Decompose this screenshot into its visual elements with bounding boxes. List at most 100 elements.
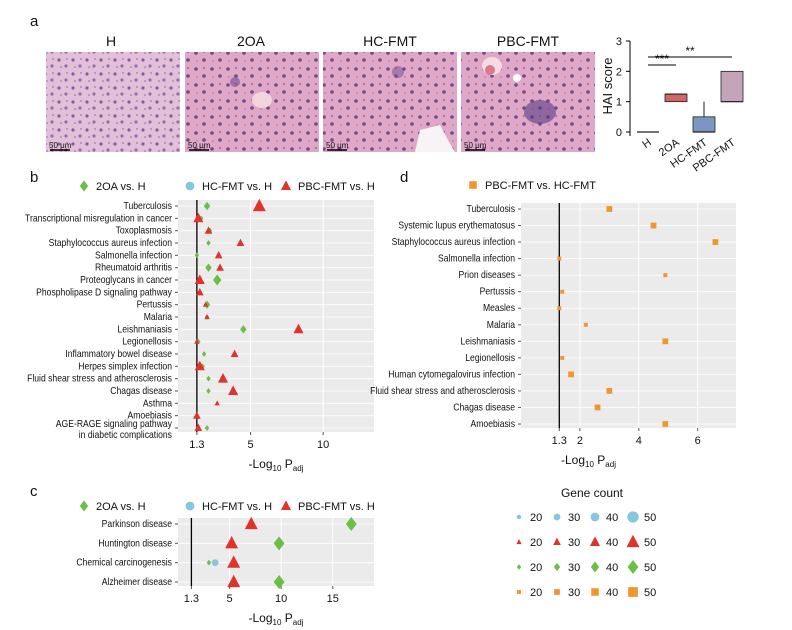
gene-count-marker [553, 513, 561, 521]
gene-count-label: 50 [644, 587, 656, 599]
category-label: Legionellosis [122, 336, 172, 348]
category-label: Fluid shear stress and atherosclerosis [27, 373, 172, 385]
gene-count-marker [553, 562, 561, 572]
gene-count-marker [516, 514, 522, 520]
x-tick-label: H [640, 137, 653, 151]
data-point [194, 338, 200, 344]
scale-bar-label: 50 μm [49, 141, 72, 150]
data-point [214, 400, 220, 406]
box-body [720, 70, 744, 103]
data-point [228, 385, 239, 395]
category-label: Fluid shear stress and atherosclerosis [370, 385, 515, 397]
data-point [230, 349, 239, 358]
data-point [227, 555, 241, 568]
legend-label: HC-FMT vs. H [202, 501, 272, 513]
category-label: Amoebiasis [471, 418, 516, 430]
box-body [664, 93, 688, 103]
category-label: Toxoplasmosis [116, 225, 173, 237]
x-tick-label: 2 [577, 435, 583, 447]
micrograph-2oa: 2OA 50 μm [185, 33, 319, 152]
x-axis-label-sub: adj [293, 618, 304, 627]
data-point [204, 425, 210, 431]
gene-count-label: 50 [644, 537, 656, 549]
micrograph-h: H 50 μm [46, 33, 180, 152]
plot-background [178, 518, 374, 586]
data-point [240, 325, 247, 334]
data-point [217, 372, 229, 383]
legend-marker [280, 500, 292, 510]
category-label: Tuberculosis [467, 203, 516, 215]
category-label: AGE-RAGE signaling pathway in diabetic co… [56, 418, 172, 441]
category-label: Leishmaniasis [460, 336, 515, 348]
gene-count-marker [589, 536, 601, 546]
category-label: Malaria [144, 311, 173, 323]
micrograph-title: HC-FMT [363, 33, 417, 49]
category-label: Alzheimer disease [102, 576, 172, 588]
panel-label-a: a [30, 13, 39, 30]
x-axis-label: -Log10 Padj [249, 611, 304, 627]
data-point [236, 238, 245, 247]
gene-count-label: 30 [568, 587, 580, 599]
gene-count-marker [516, 564, 522, 570]
gene-count-marker [590, 561, 600, 573]
series-1 [211, 559, 219, 567]
x-axis-label-main: -Log [561, 453, 585, 467]
gene-count-label: 30 [568, 537, 580, 549]
data-point [712, 239, 719, 245]
category-label: Measles [483, 302, 515, 314]
category-label: Chagas disease [110, 385, 172, 397]
x-tick-label: 10 [275, 593, 287, 605]
x-axis-label-sub: 10 [273, 618, 282, 627]
x-tick-label: 5 [227, 593, 233, 605]
category-label: Staphylococcus aureus infection [49, 237, 172, 249]
x-tick-label: 15 [327, 593, 339, 605]
legend-label: HC-FMT vs. H [202, 181, 272, 193]
x-tick-label: 1.3 [184, 593, 199, 605]
data-point [193, 212, 204, 223]
category-label: Salmonella infection [95, 250, 172, 262]
data-point [205, 263, 212, 272]
plot-background [178, 200, 374, 432]
panel-label-c: c [30, 483, 38, 500]
significance-label: *** [655, 52, 669, 66]
gene-count-legend: Gene count 20 30 40 50 20 30 40 50 20 30 40 50 20 30 40… [516, 486, 656, 599]
data-point [201, 351, 207, 357]
data-point [194, 274, 205, 284]
x-axis-label-sub: 10 [273, 464, 282, 473]
enrichment-plot-d: Tuberculosis Systemic lupus erythematosus… [370, 180, 736, 469]
box-body [692, 116, 716, 133]
category-label: Rheumatoid arthritis [95, 262, 172, 274]
data-point [252, 198, 266, 212]
data-point [194, 360, 205, 371]
gene-count-label: 40 [606, 512, 618, 524]
data-point [345, 516, 357, 532]
category-label: Herpes simplex infection [78, 361, 172, 373]
gene-count-marker [590, 512, 600, 522]
gene-count-label: 40 [606, 587, 618, 599]
legend-marker [280, 180, 292, 190]
y-tick-label: 0 [616, 127, 622, 139]
data-point [606, 206, 613, 212]
category-label-line: in diabetic complications [79, 429, 172, 441]
gene-count-marker [628, 587, 638, 597]
enrichment-plot-c: Parkinson disease Huntington disease Chemi… [76, 500, 375, 627]
gene-count-marker [627, 559, 639, 575]
series-0 [206, 516, 357, 590]
data-point [202, 301, 209, 307]
data-point [568, 371, 574, 378]
y-axis-label: HAI score [600, 57, 615, 114]
gene-count-marker [553, 537, 561, 546]
micrograph-hc-fmt: HC-FMT 50 μm [323, 33, 457, 152]
scale-bar-label: 50 μm [188, 141, 211, 150]
x-axis-label: -Log10 Padj [249, 457, 304, 473]
data-point [194, 252, 200, 259]
data-point [594, 404, 601, 411]
gene-count-label: 30 [568, 562, 580, 574]
box-hc-fmt [692, 101, 716, 133]
category-label: Chagas disease [453, 402, 515, 414]
x-tick-label: 1.3 [552, 435, 567, 447]
legend-label: PBC-FMT vs. H [298, 501, 375, 513]
data-point [225, 536, 239, 549]
gene-count-title: Gene count [561, 486, 624, 500]
